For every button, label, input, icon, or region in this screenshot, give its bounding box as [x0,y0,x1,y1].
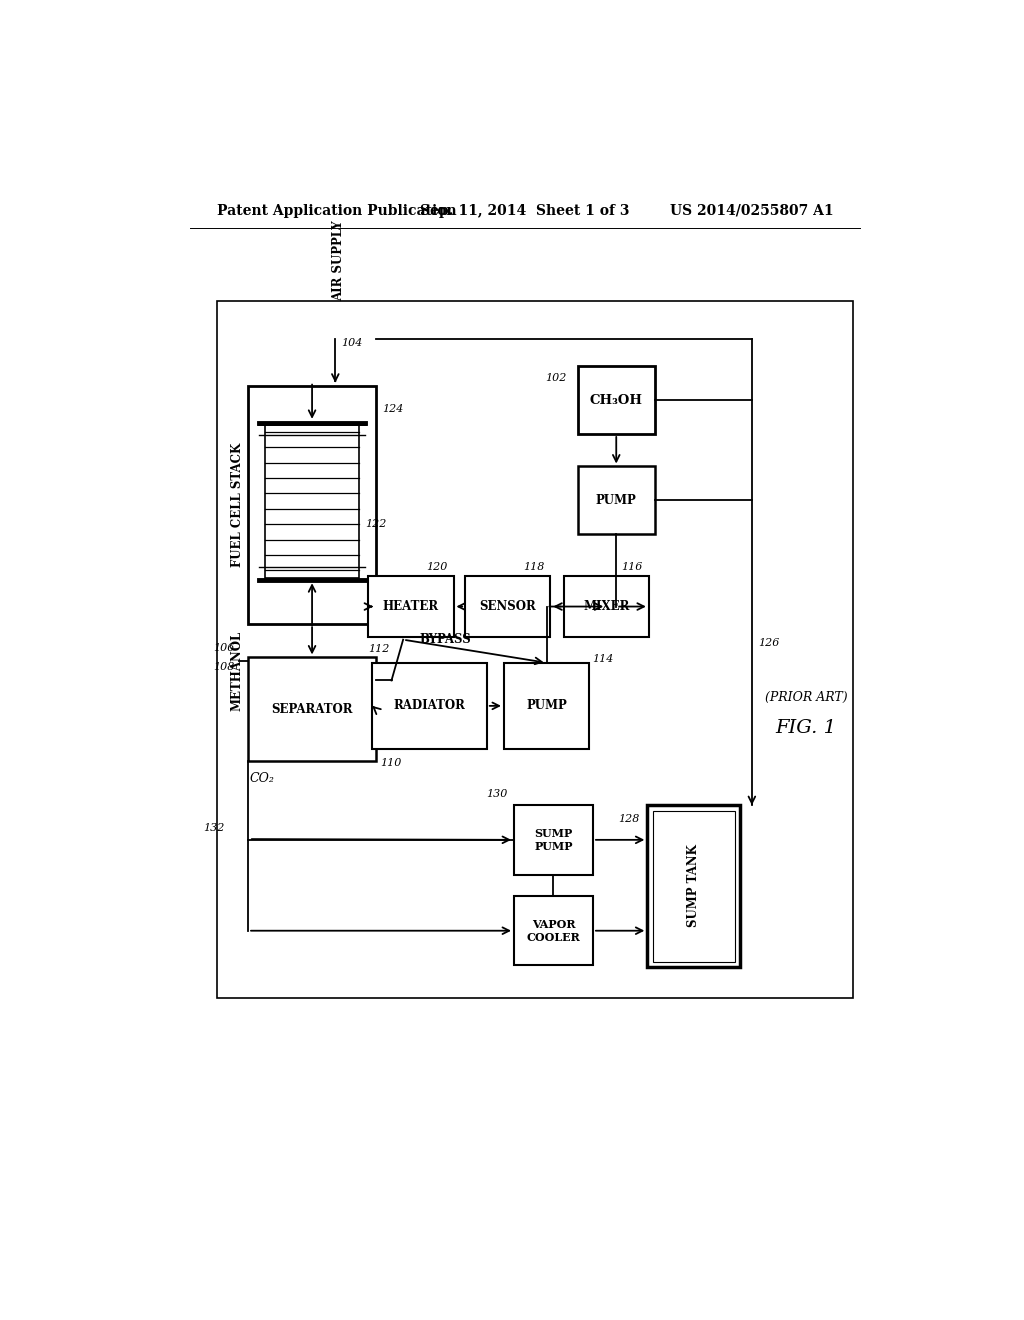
Text: VAPOR
COOLER: VAPOR COOLER [526,919,581,942]
Bar [578,466,655,535]
Text: RADIATOR: RADIATOR [393,700,466,713]
Bar [647,805,740,966]
Bar [578,367,655,434]
Bar [504,663,589,748]
Text: FUEL CELL STACK: FUEL CELL STACK [230,442,244,568]
Text: SEPARATOR: SEPARATOR [271,702,353,715]
Bar [248,385,376,624]
Text: PUMP: PUMP [526,700,567,713]
Text: MIXER: MIXER [583,601,630,612]
Text: CH₃OH: CH₃OH [590,393,643,407]
Text: 114: 114 [592,653,613,664]
Text: 108: 108 [213,661,234,672]
Text: 116: 116 [622,561,643,572]
Text: PUMP: PUMP [596,494,637,507]
Text: Patent Application Publication: Patent Application Publication [217,203,457,218]
Text: AIR SUPPLY: AIR SUPPLY [332,220,345,301]
Text: (PRIOR ART): (PRIOR ART) [765,690,848,704]
Bar [514,805,593,875]
Bar [248,657,376,762]
Text: SUMP
PUMP: SUMP PUMP [535,828,572,851]
Bar [514,896,593,965]
Text: FIG. 1: FIG. 1 [775,719,837,737]
Bar [217,301,853,998]
Text: 130: 130 [486,789,508,800]
Text: Sep. 11, 2014  Sheet 1 of 3: Sep. 11, 2014 Sheet 1 of 3 [420,203,630,218]
Text: 132: 132 [204,824,225,833]
Text: 102: 102 [545,372,566,383]
Text: HEATER: HEATER [383,601,439,612]
Text: 128: 128 [617,814,639,824]
Bar [372,663,486,748]
Text: 104: 104 [342,338,362,348]
Bar [563,576,649,638]
Text: CO₂: CO₂ [250,772,274,785]
Text: 120: 120 [426,561,447,572]
Text: 112: 112 [369,644,389,653]
Text: 122: 122 [366,519,386,529]
Text: SUMP TANK: SUMP TANK [687,845,700,928]
Text: 126: 126 [758,639,779,648]
Text: BYPASS: BYPASS [419,634,471,647]
Bar [265,424,359,578]
Text: US 2014/0255807 A1: US 2014/0255807 A1 [670,203,834,218]
Text: 110: 110 [380,758,401,768]
Text: 106: 106 [213,643,234,653]
Text: 118: 118 [523,561,545,572]
Text: SENSOR: SENSOR [479,601,537,612]
Bar [369,576,454,638]
Bar [652,810,735,961]
Text: METHANOL: METHANOL [230,631,244,710]
Bar [465,576,550,638]
Text: 124: 124 [382,404,403,413]
